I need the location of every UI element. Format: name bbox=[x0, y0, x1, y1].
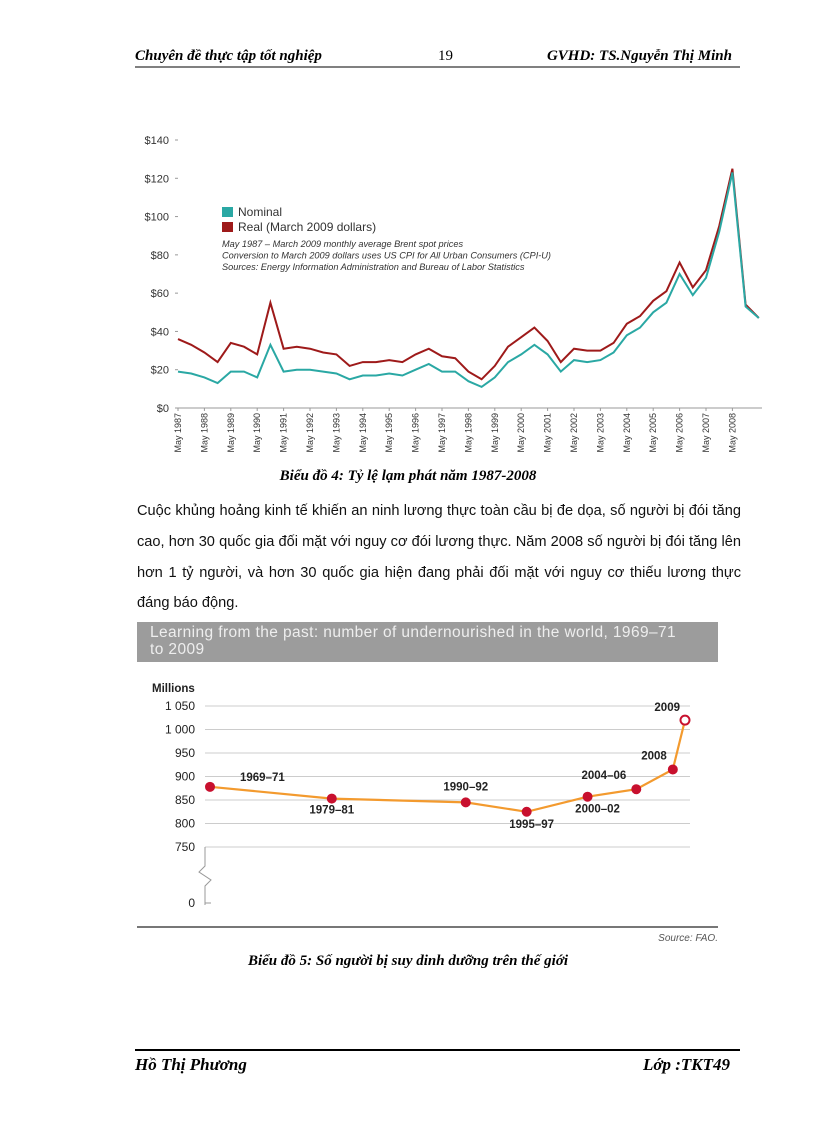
line-series bbox=[177, 172, 760, 389]
y-tick-label: $60 bbox=[151, 288, 169, 300]
data-label: 1969–71 bbox=[240, 772, 285, 784]
data-point bbox=[521, 806, 532, 817]
page-number: 19 bbox=[438, 48, 453, 64]
chart-note: Sources: Energy Information Administrati… bbox=[222, 262, 525, 272]
x-tick-label: May 2001 bbox=[543, 413, 553, 453]
x-tick-label: May 1996 bbox=[411, 413, 421, 453]
data-point bbox=[679, 714, 691, 726]
y-axis-label: Millions bbox=[152, 683, 195, 695]
x-tick-label: May 1995 bbox=[384, 413, 394, 453]
header-right: GVHD: TS.Nguyễn Thị Minh bbox=[546, 48, 732, 64]
x-tick-label: May 1994 bbox=[358, 413, 368, 453]
data-label: 2000–02 bbox=[575, 804, 620, 816]
source-note: Source: FAO. bbox=[658, 933, 718, 944]
x-tick-label: May 2008 bbox=[727, 413, 737, 453]
caption: Biểu đồ 5: Số người bị suy dinh dưỡng tr… bbox=[247, 953, 569, 969]
y-tick-label: 900 bbox=[175, 770, 195, 784]
y-tick-label: 1 000 bbox=[165, 723, 195, 737]
x-tick-label: May 2006 bbox=[675, 413, 685, 453]
y-tick-label: $100 bbox=[145, 212, 169, 224]
caption: Biểu đồ 4: Tỷ lệ lạm phát năm 1987-2008 bbox=[279, 468, 537, 484]
x-tick-label: May 1999 bbox=[490, 413, 500, 453]
y-tick-label: 800 bbox=[175, 817, 195, 831]
y-tick-label: 950 bbox=[175, 746, 195, 760]
x-tick-label: May 2005 bbox=[648, 413, 658, 453]
chart-title: Learning from the past: number of undern… bbox=[150, 624, 677, 658]
data-point bbox=[205, 781, 215, 792]
data-point bbox=[667, 764, 678, 775]
data-point bbox=[582, 791, 593, 802]
x-tick-label: May 2000 bbox=[516, 413, 526, 453]
x-tick-label: May 1988 bbox=[199, 413, 209, 453]
axis-break bbox=[198, 847, 212, 905]
x-tick-label: May 1998 bbox=[463, 413, 473, 453]
y-tick-label: $20 bbox=[151, 365, 169, 377]
x-tick-label: May 1987 bbox=[173, 413, 183, 453]
x-tick-label: May 1997 bbox=[437, 413, 447, 453]
footer-left: Hồ Thị Phương bbox=[135, 1055, 247, 1074]
x-tick-label: May 1989 bbox=[226, 413, 236, 453]
y-tick-label: 850 bbox=[175, 793, 195, 807]
line-series bbox=[177, 168, 760, 381]
line-series bbox=[209, 719, 687, 813]
chart-note: Conversion to March 2009 dollars uses US… bbox=[222, 251, 551, 261]
legend-label: Nominal bbox=[238, 205, 282, 219]
data-point bbox=[326, 793, 337, 804]
y-tick-label: $80 bbox=[151, 250, 169, 262]
x-tick-label: May 1993 bbox=[331, 413, 341, 453]
chart-note: May 1987 – March 2009 monthly average Br… bbox=[222, 239, 463, 249]
footer-right: Lớp :TKT49 bbox=[642, 1055, 730, 1074]
y-tick-label: $140 bbox=[145, 135, 169, 147]
y-tick-label: $40 bbox=[151, 326, 169, 338]
chart-title-banner bbox=[137, 622, 718, 662]
data-label: 2009 bbox=[654, 702, 680, 714]
x-tick-label: May 2003 bbox=[595, 413, 605, 453]
data-label: 1990–92 bbox=[443, 781, 488, 793]
x-tick-label: May 2002 bbox=[569, 413, 579, 453]
y-tick-label: 1 050 bbox=[165, 699, 195, 713]
x-tick-label: May 2007 bbox=[701, 413, 711, 453]
x-tick-label: May 1991 bbox=[279, 413, 289, 453]
data-label: 1979–81 bbox=[309, 805, 354, 817]
header-left: Chuyên đề thực tập tốt nghiệp bbox=[135, 48, 322, 64]
legend-label: Real (March 2009 dollars) bbox=[238, 220, 376, 234]
data-label: 2004–06 bbox=[582, 770, 627, 782]
legend-swatch bbox=[222, 222, 233, 232]
x-tick-label: May 1992 bbox=[305, 413, 315, 453]
paragraph: Cuộc khủng hoảng kinh tế khiến an ninh l… bbox=[137, 503, 741, 612]
y-tick-label: 750 bbox=[175, 840, 195, 854]
data-label: 1995–97 bbox=[509, 819, 554, 831]
data-point bbox=[460, 797, 471, 808]
y-tick-label: $120 bbox=[145, 173, 169, 185]
x-tick-label: May 1990 bbox=[252, 413, 262, 453]
x-tick-label: May 2004 bbox=[622, 413, 632, 453]
y-tick-label: $0 bbox=[157, 403, 169, 415]
y-tick-label: 0 bbox=[188, 896, 195, 910]
data-point bbox=[631, 784, 642, 795]
legend-swatch bbox=[222, 207, 233, 217]
data-label: 2008 bbox=[641, 750, 667, 762]
